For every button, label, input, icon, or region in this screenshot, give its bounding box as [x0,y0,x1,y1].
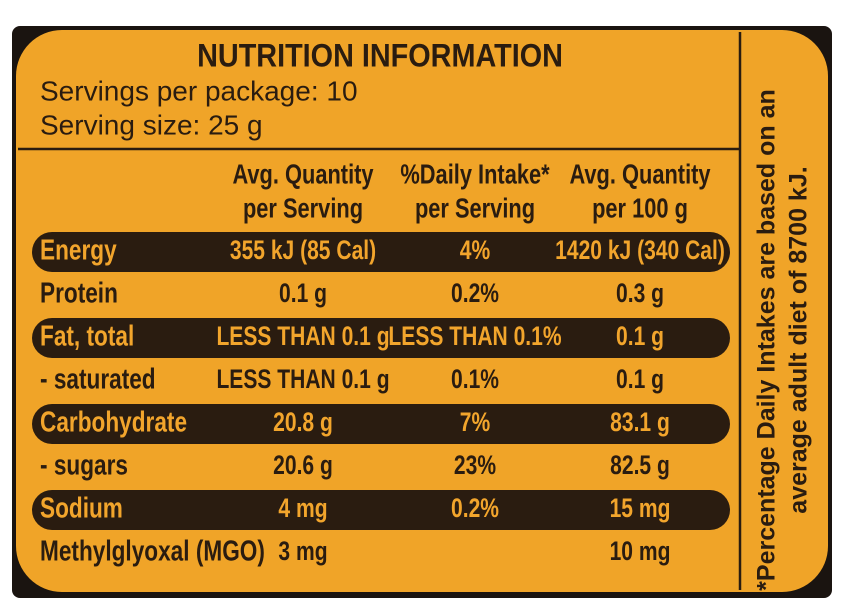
cell: 0.2% [451,279,499,309]
cell-value: 20.6 g [273,451,333,481]
cell: - sugars [40,448,128,481]
cell-value: 20.8 g [273,408,333,438]
row-band [32,318,730,358]
serving-size: Serving size: 25 g [40,109,263,140]
row-label: Sodium [40,491,123,524]
cell: LESS THAN 0.1 g [216,365,389,395]
cell: Avg. Quantity [569,159,710,190]
cell-value: 15 mg [610,494,671,524]
cell-value: 10 mg [610,537,671,567]
side-note: *Percentage Daily Intakes are based on a… [753,89,813,591]
row-label: Methylglyoxal (MGO) [40,534,265,567]
cell-value: 23% [454,451,496,481]
column-header: per 100 g [592,193,688,224]
cell: Fat, total [40,319,134,352]
cell-value: 83.1 g [610,408,670,438]
cell: 10 mg [610,537,671,567]
cell-value: 0.2% [451,279,499,309]
cell: Protein [40,276,118,309]
cell-value: 0.1% [451,365,499,395]
cell: LESS THAN 0.1% [388,322,561,352]
cell: - saturated [40,362,156,395]
row-band [32,490,730,530]
cell-value: 0.1 g [616,365,664,395]
row-label: - saturated [40,362,156,395]
cell: Carbohydrate [40,405,187,438]
cell-value: 82.5 g [610,451,670,481]
column-header: Avg. Quantity [569,159,710,190]
cell: 23% [454,451,496,481]
cell: 0.2% [451,494,499,524]
cell: 1420 kJ (340 Cal) [555,236,725,266]
cell: Avg. Quantity [232,159,373,190]
cell: per Serving [415,193,535,224]
cell: per 100 g [592,193,688,224]
row-band [32,232,730,272]
cell: Methylglyoxal (MGO) [40,534,265,567]
cell-value: 0.1 g [279,279,327,309]
cell-value: 4 mg [278,494,327,524]
cell-value: 0.3 g [616,279,664,309]
cell: 82.5 g [610,451,670,481]
cell: 0.1 g [616,322,664,352]
servings: Servings per package: 10 [40,75,358,106]
cell: 15 mg [610,494,671,524]
cell: Sodium [40,491,123,524]
cell: 83.1 g [610,408,670,438]
panel [16,30,828,592]
side-note-line: *Percentage Daily Intakes are based on a… [753,89,781,591]
cell-value: LESS THAN 0.1 g [216,365,389,395]
cell: %Daily Intake* [400,159,549,190]
cell: per Serving [243,193,363,224]
cell: Energy [40,233,117,266]
cell: 4% [460,236,490,266]
row-band [32,404,730,444]
cell-value: 3 mg [278,537,327,567]
row-label: - sugars [40,448,128,481]
cell-value: 355 kJ (85 Cal) [230,236,376,266]
title: NUTRITION INFORMATION [197,38,563,74]
cell: 355 kJ (85 Cal) [230,236,376,266]
cell-value: 0.1 g [616,322,664,352]
cell: 0.1 g [279,279,327,309]
row-label: Protein [40,276,118,309]
cell-value: 4% [460,236,490,266]
cell: 0.1 g [616,365,664,395]
column-header: %Daily Intake* [400,159,549,190]
cell: 3 mg [278,537,327,567]
cell-value: LESS THAN 0.1 g [216,322,389,352]
row-label: Energy [40,233,117,266]
row-label: Fat, total [40,319,134,352]
cell: 4 mg [278,494,327,524]
side-note-line: average adult diet of 8700 kJ. [785,166,813,513]
column-header: per Serving [243,193,363,224]
cell: 20.6 g [273,451,333,481]
column-header: Avg. Quantity [232,159,373,190]
cell: 20.8 g [273,408,333,438]
cell: 0.1% [451,365,499,395]
cell-value: 0.2% [451,494,499,524]
cell-value: 7% [460,408,490,438]
row-label: Carbohydrate [40,405,187,438]
cell: 0.3 g [616,279,664,309]
cell: LESS THAN 0.1 g [216,322,389,352]
cell: 7% [460,408,490,438]
column-header: per Serving [415,193,535,224]
cell-value: 1420 kJ (340 Cal) [555,236,725,266]
cell-value: LESS THAN 0.1% [388,322,561,352]
